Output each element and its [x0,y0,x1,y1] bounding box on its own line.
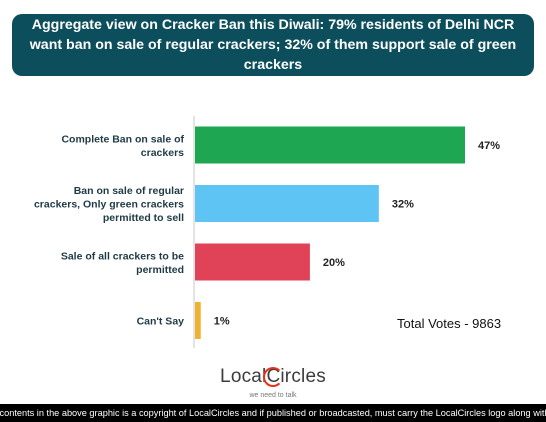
bar-3 [195,302,201,339]
title-banner: Aggregate view on Cracker Ban this Diwal… [12,14,534,76]
value-label-3: 1% [214,316,230,328]
value-label-1: 32% [392,199,414,211]
logo-circle-icon: C [263,366,284,387]
logo-tagline: we need to talk [249,392,297,399]
value-label-0: 47% [478,140,500,152]
logo-text-start: Local [220,366,267,387]
category-label-2: Sale of all crackers to be permitted [61,250,184,276]
copyright-footer: All contents in the above graphic is a c… [0,404,546,422]
bar-1 [195,185,379,222]
value-label-2: 20% [323,257,345,269]
chart-title: Aggregate view on Cracker Ban this Diwal… [29,17,517,73]
logo-text-end: ircles [280,366,326,387]
total-votes: Total Votes - 9863 [397,316,502,331]
category-label-1: Ban on sale of regular crackers, Only gre… [34,185,184,224]
localcircles-logo: LocalCircles [0,366,546,388]
bar-0 [195,126,465,164]
category-label-0: Complete Ban on sale of crackers [61,133,184,159]
category-label-3: Can't Say [137,316,185,328]
bar-2 [195,243,310,281]
